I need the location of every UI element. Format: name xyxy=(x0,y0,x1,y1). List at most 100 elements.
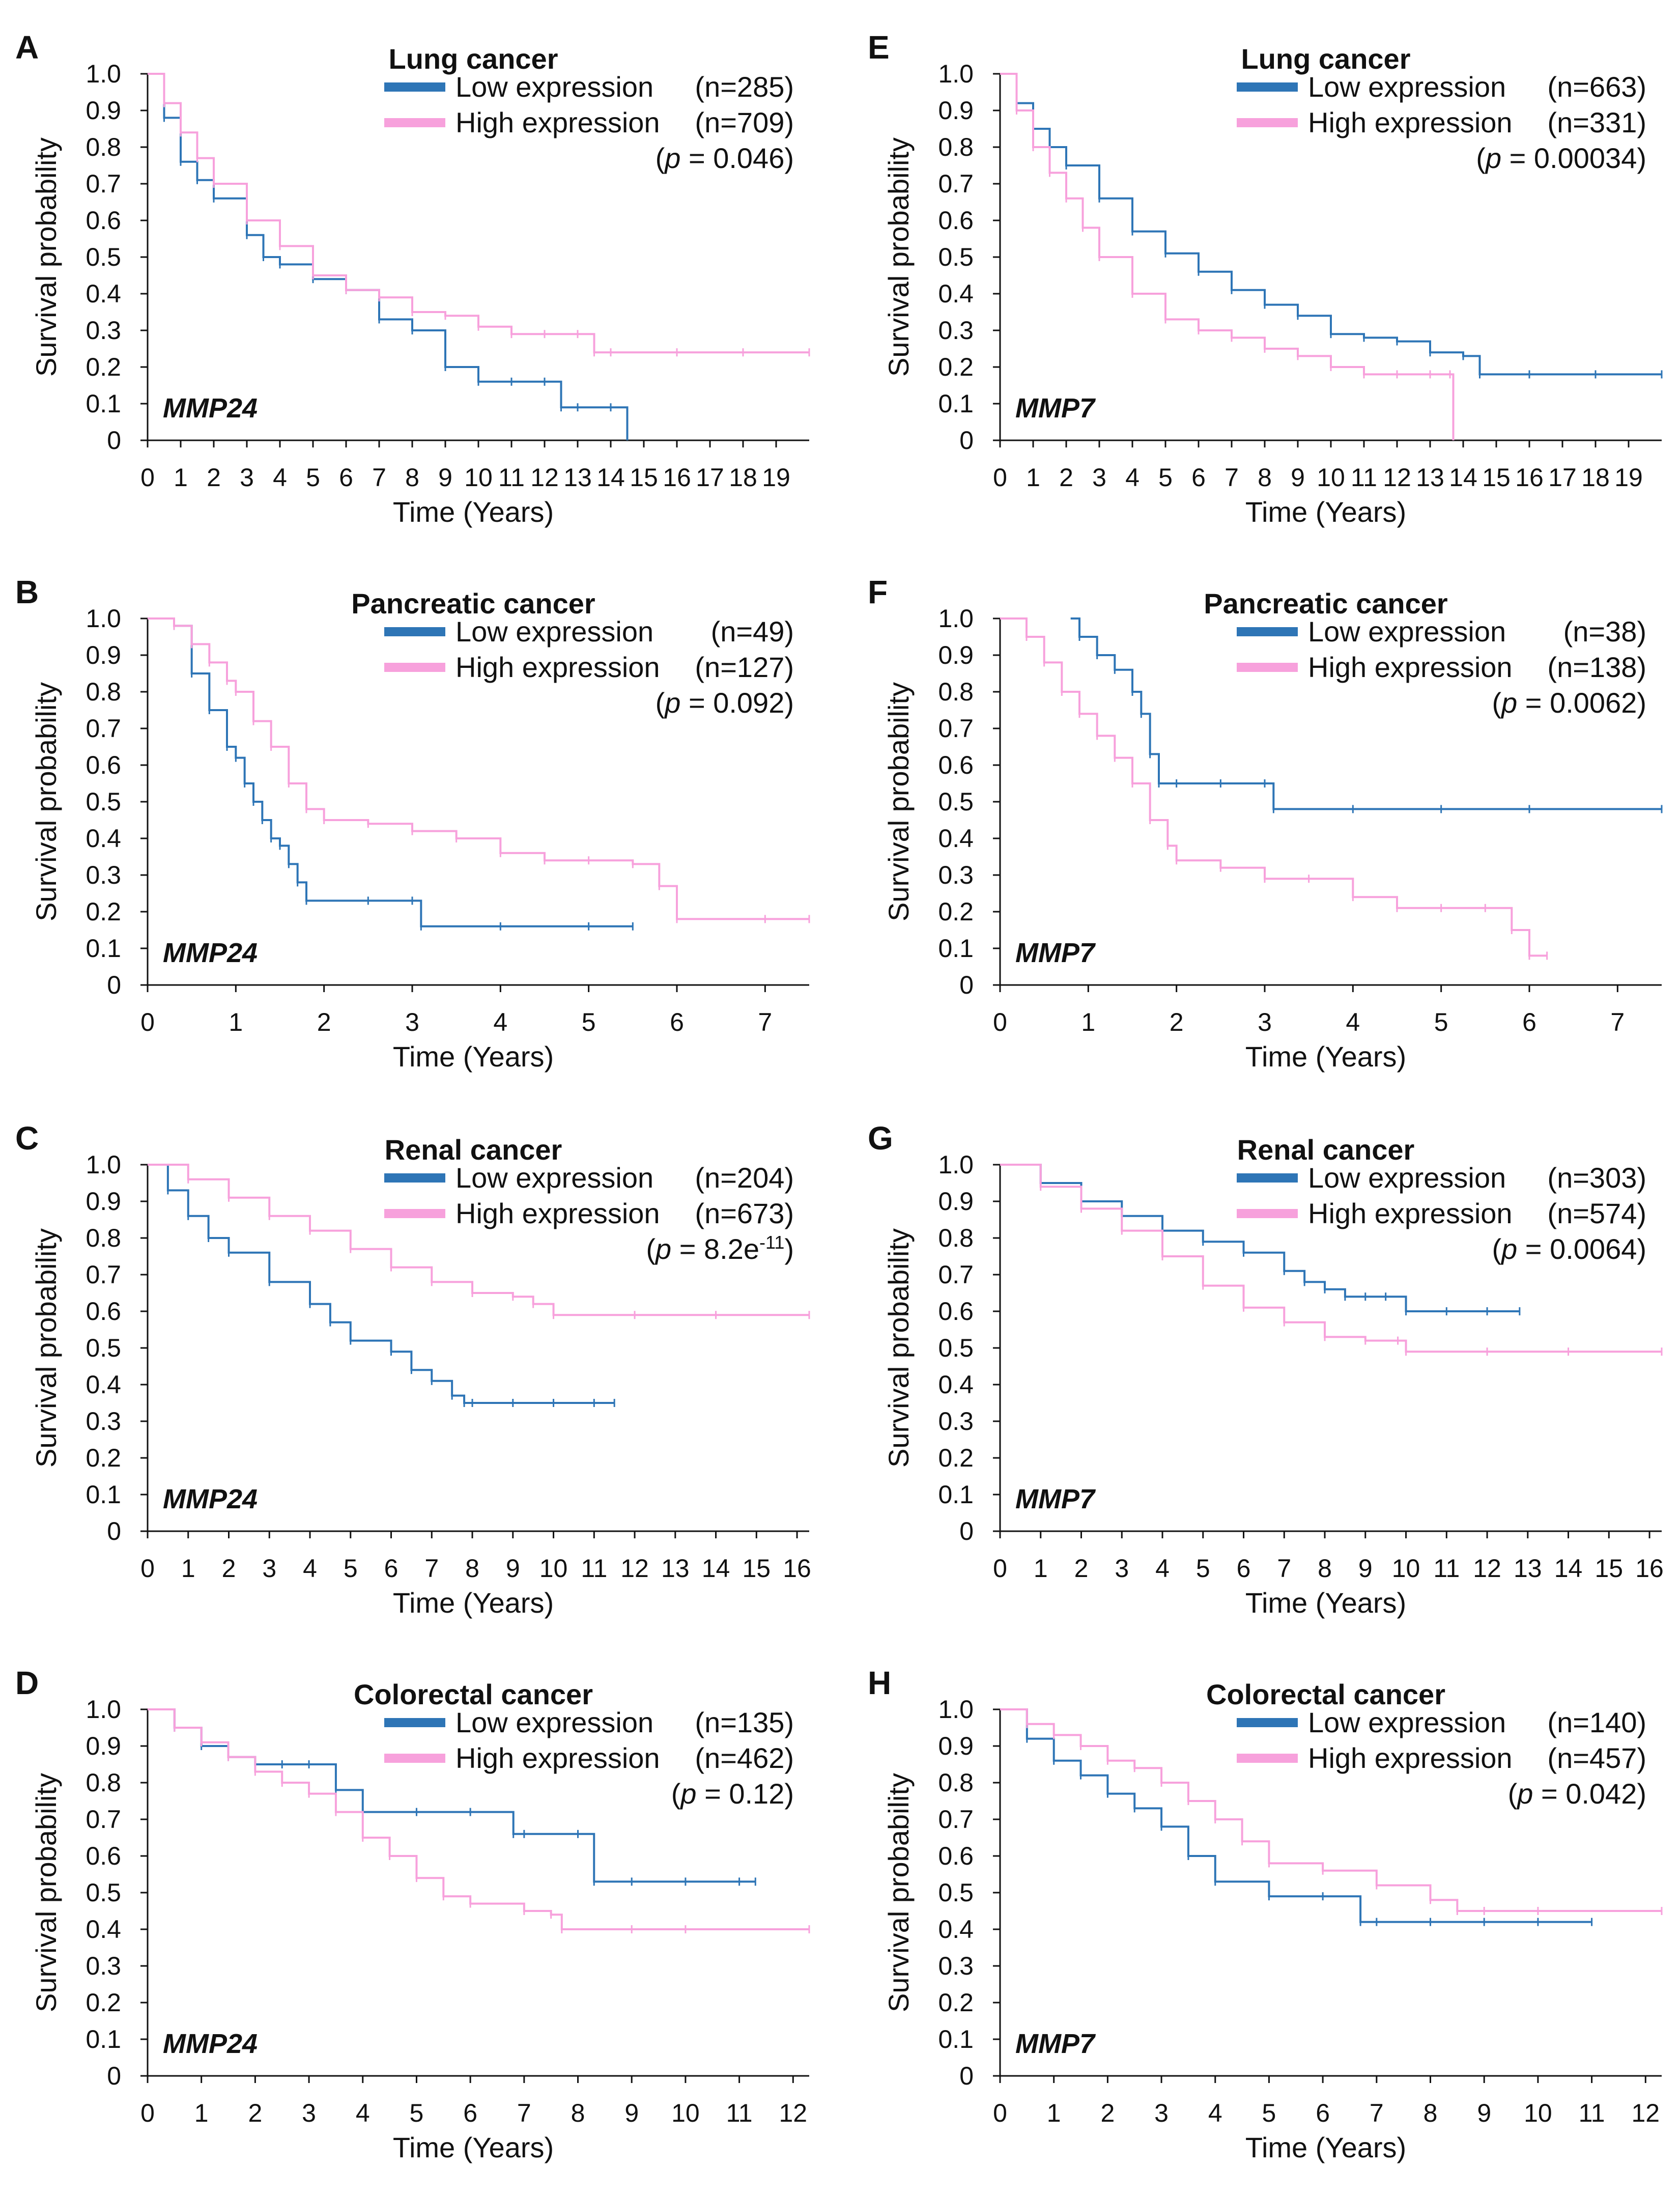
y-tick-label: 0.3 xyxy=(86,1952,121,1980)
y-axis-label: Survival probability xyxy=(30,1228,62,1468)
x-tick-label: 17 xyxy=(696,463,724,492)
x-tick-label: 4 xyxy=(356,2099,370,2127)
y-axis-label: Survival probability xyxy=(30,682,62,921)
x-axis-label: Time (Years) xyxy=(1245,496,1406,528)
y-tick-label: 0.8 xyxy=(938,133,974,161)
legend-swatch-low xyxy=(1237,1173,1298,1183)
y-tick-label: 0.5 xyxy=(86,787,121,816)
p-value-part: = 0.0062) xyxy=(1517,687,1646,719)
x-tick-label: 2 xyxy=(1059,463,1073,492)
x-tick-label: 15 xyxy=(1482,463,1511,492)
y-tick-label: 0.4 xyxy=(938,279,974,308)
y-tick-label: 0.9 xyxy=(938,641,974,669)
x-tick-label: 1 xyxy=(1034,1554,1048,1583)
x-tick-label: 5 xyxy=(1196,1554,1210,1583)
y-tick-label: 0.6 xyxy=(938,1842,974,1870)
x-tick-label: 14 xyxy=(1449,463,1477,492)
legend-swatch-high xyxy=(384,663,445,672)
chart-title: Renal cancer xyxy=(385,1134,562,1166)
panel-letter: D xyxy=(15,1665,39,1701)
x-tick-label: 5 xyxy=(344,1554,358,1583)
x-axis-label: Time (Years) xyxy=(1245,2131,1406,2163)
legend-label-high: High expression xyxy=(1308,106,1513,138)
y-tick-label: 0.7 xyxy=(86,714,121,743)
legend-n-high: (n=574) xyxy=(1547,1197,1646,1229)
legend-label-low: Low expression xyxy=(455,71,653,103)
y-tick-label: 0.4 xyxy=(86,1915,121,1944)
y-tick-label: 0.1 xyxy=(938,1480,974,1509)
series-line-high xyxy=(148,1164,809,1316)
panel-f: F Pancreatic cancer Survival probability Ti… xyxy=(868,574,1663,1073)
y-tick-label: 0.8 xyxy=(86,1224,121,1252)
x-tick-label: 3 xyxy=(240,463,254,492)
y-tick-label: 0.1 xyxy=(86,389,121,418)
x-tick-label: 13 xyxy=(1514,1554,1542,1583)
y-tick-label: 1.0 xyxy=(86,604,121,633)
x-tick-label: 2 xyxy=(222,1554,236,1583)
x-tick-label: 0 xyxy=(140,2099,155,2127)
p-value-part: ( xyxy=(646,1233,656,1265)
p-value-part: ( xyxy=(1508,1778,1518,1810)
y-tick-label: 0.7 xyxy=(938,170,974,198)
y-tick-label: 0.8 xyxy=(86,678,121,706)
x-tick-label: 1 xyxy=(1047,2099,1061,2127)
y-tick-label: 0.1 xyxy=(86,1480,121,1509)
p-value: (p = 0.00034) xyxy=(1476,142,1646,174)
x-tick-label: 3 xyxy=(262,1554,276,1583)
y-tick-label: 0.5 xyxy=(938,787,974,816)
panel-letter: G xyxy=(868,1120,893,1157)
panel-letter: C xyxy=(15,1120,39,1157)
x-tick-label: 1 xyxy=(174,463,188,492)
legend-swatch-low xyxy=(384,1173,445,1183)
chart-title: Colorectal cancer xyxy=(1206,1678,1445,1710)
legend-swatch-low xyxy=(384,627,445,636)
x-tick-label: 9 xyxy=(506,1554,520,1583)
x-axis-label: Time (Years) xyxy=(1245,1587,1406,1619)
y-tick-label: 0.7 xyxy=(86,1805,121,1834)
y-tick-label: 0.3 xyxy=(938,316,974,345)
y-tick-label: 0.3 xyxy=(86,861,121,889)
legend-swatch-high xyxy=(384,1754,445,1763)
legend-label-high: High expression xyxy=(1308,651,1513,683)
y-tick-label: 0.7 xyxy=(86,170,121,198)
x-tick-label: 7 xyxy=(517,2099,531,2127)
y-tick-label: 1.0 xyxy=(86,1150,121,1179)
x-tick-label: 3 xyxy=(405,1008,419,1036)
chart-title: Pancreatic cancer xyxy=(1204,587,1447,620)
panel-h: H Colorectal cancer Survival probability Ti… xyxy=(868,1665,1663,2163)
x-tick-label: 4 xyxy=(1346,1008,1360,1036)
x-tick-label: 8 xyxy=(1318,1554,1332,1583)
y-axis-label: Survival probability xyxy=(882,682,915,921)
panel-letter: E xyxy=(868,29,890,66)
p-value-part: -11 xyxy=(759,1232,784,1253)
x-tick-label: 2 xyxy=(1100,2099,1115,2127)
x-tick-label: 15 xyxy=(743,1554,771,1583)
x-tick-label: 12 xyxy=(530,463,559,492)
legend-n-low: (n=49) xyxy=(711,615,794,648)
y-tick-label: 0.3 xyxy=(86,316,121,345)
y-tick-label: 0.6 xyxy=(938,751,974,779)
y-tick-label: 0 xyxy=(959,426,974,455)
series-line-low xyxy=(1000,1164,1520,1312)
legend-n-high: (n=709) xyxy=(695,106,794,138)
y-tick-label: 0 xyxy=(107,1517,121,1545)
p-value-part: = 0.12) xyxy=(697,1778,794,1810)
x-tick-label: 2 xyxy=(1170,1008,1184,1036)
y-tick-label: 0.4 xyxy=(938,824,974,853)
p-value: (p = 0.0062) xyxy=(1492,687,1646,719)
legend-n-high: (n=138) xyxy=(1547,651,1646,683)
x-tick-label: 6 xyxy=(1191,463,1206,492)
x-tick-label: 11 xyxy=(1579,2099,1605,2127)
x-tick-label: 12 xyxy=(1473,1554,1501,1583)
y-tick-label: 0.7 xyxy=(938,714,974,743)
x-tick-label: 6 xyxy=(670,1008,684,1036)
series-line-low xyxy=(148,617,633,927)
y-tick-label: 1.0 xyxy=(86,1695,121,1724)
x-tick-label: 4 xyxy=(1155,1554,1170,1583)
y-tick-label: 0.7 xyxy=(938,1805,974,1834)
legend-label-high: High expression xyxy=(1308,1197,1513,1229)
y-tick-label: 0.2 xyxy=(86,353,121,381)
p-value-part: ( xyxy=(1492,687,1501,719)
x-tick-label: 4 xyxy=(303,1554,317,1583)
